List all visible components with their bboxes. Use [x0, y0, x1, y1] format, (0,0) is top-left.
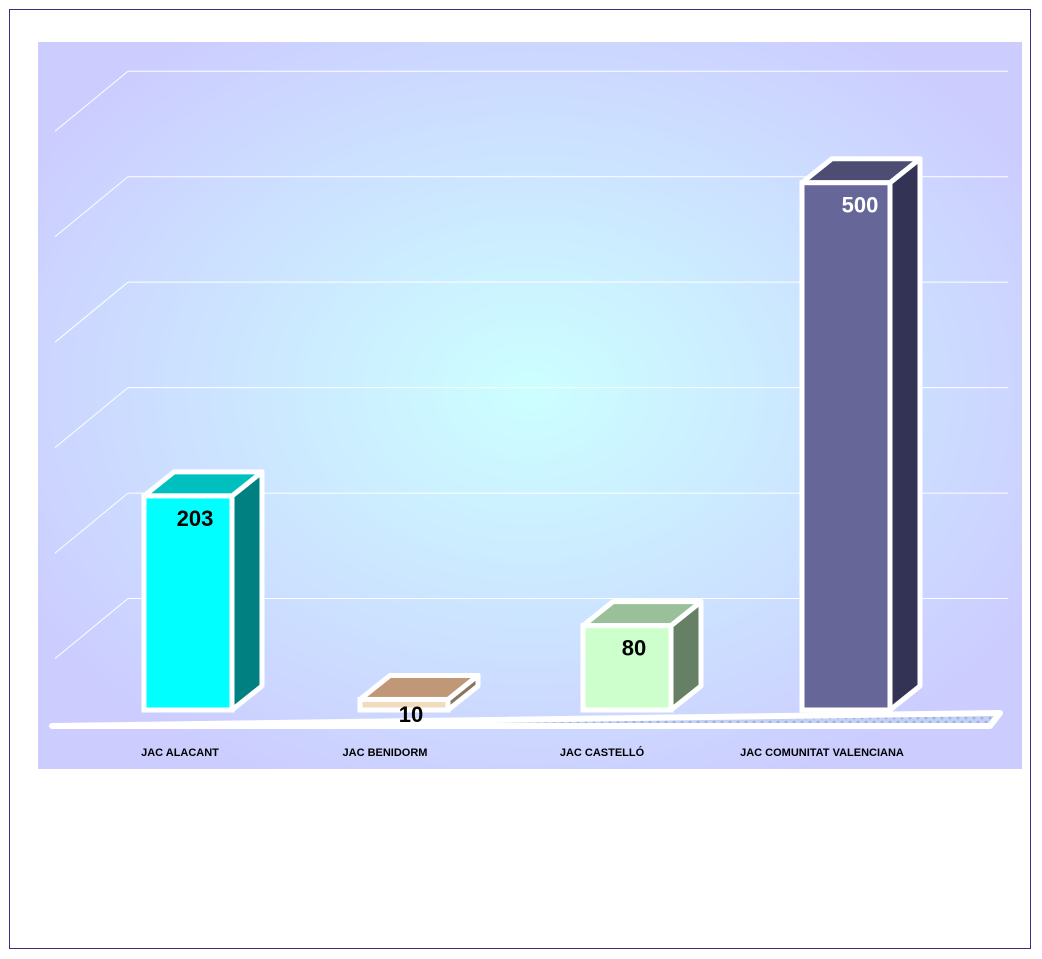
bar-front — [580, 623, 674, 713]
chart-floor — [49, 710, 1003, 729]
x-tick-label: JAC ALACANT — [141, 747, 219, 759]
gridline-diagonal — [54, 598, 129, 659]
bars: 203 10 80 500 — [141, 156, 923, 727]
data-label: 203 — [177, 506, 214, 531]
x-tick-label: JAC BENIDORM — [343, 747, 428, 759]
gridline-diagonal — [54, 281, 129, 343]
bar-side — [887, 156, 923, 713]
bar-front — [141, 493, 235, 713]
data-label: 80 — [622, 636, 646, 661]
data-label: 10 — [399, 702, 423, 727]
gridline-diagonal — [54, 176, 129, 238]
x-tick-label: JAC CASTELLÓ — [560, 746, 645, 759]
bar — [580, 599, 704, 713]
gridline-diagonal — [54, 492, 129, 554]
bar — [357, 672, 481, 713]
bar-front — [357, 696, 451, 713]
x-tick-label: JAC COMUNITAT VALENCIANA — [740, 747, 904, 759]
gridline-diagonal — [54, 70, 129, 132]
bar — [141, 469, 265, 713]
data-label: 500 — [842, 193, 879, 218]
bar — [799, 156, 923, 713]
category-labels: JAC ALACANT JAC BENIDORM JAC CASTELLÓ JAC C… — [141, 746, 904, 759]
gridline-diagonal — [54, 387, 129, 449]
bar-side — [229, 469, 265, 713]
bar-front — [799, 180, 893, 713]
